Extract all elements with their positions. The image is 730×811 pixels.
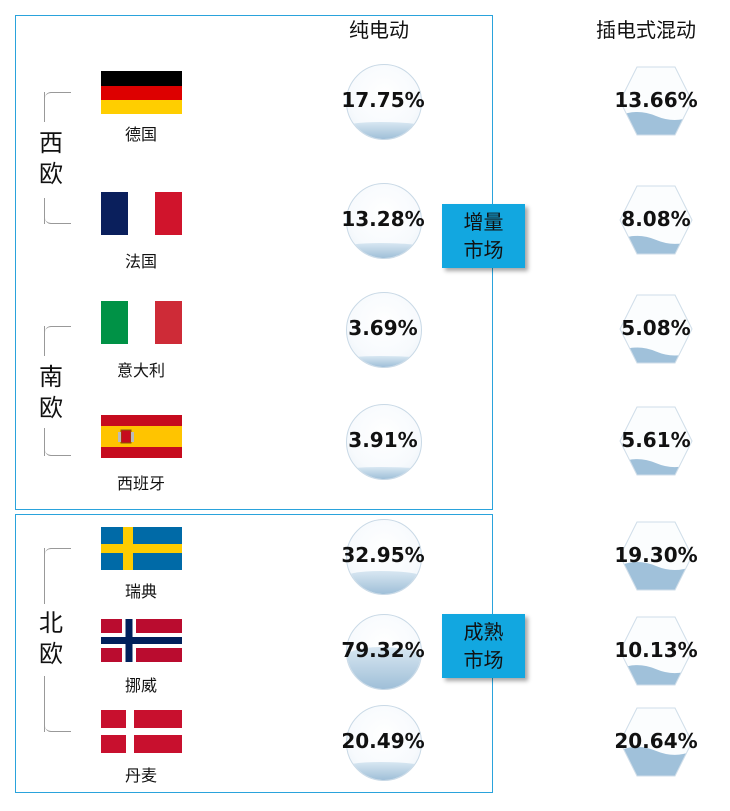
bev-value-label: 3.91% — [348, 428, 418, 452]
flag-italy-icon — [101, 301, 182, 344]
region-bracket-west-top — [44, 92, 71, 122]
header-phev: 插电式混动 — [596, 18, 696, 42]
country-label: 西班牙 — [116, 474, 165, 493]
flag-norway-icon — [101, 619, 182, 662]
country-label: 意大利 — [116, 361, 165, 380]
flag-sweden-icon — [101, 527, 182, 570]
header-bev: 纯电动 — [349, 18, 409, 42]
phev-value-label: 5.61% — [621, 428, 691, 452]
flag-denmark-icon — [101, 710, 182, 753]
bev-bubble — [346, 404, 422, 480]
region-bracket-north-bottom — [44, 676, 71, 732]
bev-bubble — [346, 705, 422, 781]
phev-hexagon — [619, 406, 693, 476]
country-label: 法国 — [124, 252, 157, 271]
phev-value-label: 8.08% — [621, 207, 691, 231]
bev-value-label: 79.32% — [341, 638, 425, 662]
bev-value-label: 3.69% — [348, 316, 418, 340]
country-label: 丹麦 — [124, 766, 157, 785]
flag-spain-icon — [101, 415, 182, 458]
bev-value-label: 32.95% — [341, 543, 425, 567]
market-tag-incremental: 增量 市场 — [442, 204, 525, 268]
bev-bubble — [346, 292, 422, 368]
flag-france-icon — [101, 192, 182, 235]
phev-hexagon — [619, 66, 693, 136]
region-bracket-south-bottom — [44, 428, 71, 456]
bev-bubble — [346, 183, 422, 259]
bev-value-label: 20.49% — [341, 729, 425, 753]
bev-value-label: 13.28% — [341, 207, 425, 231]
country-label: 瑞典 — [124, 582, 157, 601]
phev-value-label: 13.66% — [614, 88, 698, 112]
country-label: 德国 — [124, 125, 157, 144]
phev-value-label: 19.30% — [614, 543, 698, 567]
region-label-south: 南欧 — [39, 363, 63, 422]
phev-value-label: 10.13% — [614, 638, 698, 662]
country-label: 挪威 — [124, 676, 157, 695]
region-bracket-north-top — [44, 548, 71, 604]
bev-bubble — [346, 614, 422, 690]
region-bracket-south-top — [44, 326, 71, 356]
phev-hexagon — [619, 294, 693, 364]
region-label-west: 西欧 — [39, 129, 63, 188]
phev-hexagon — [619, 185, 693, 255]
region-label-north: 北欧 — [39, 609, 63, 668]
phev-hexagon — [619, 707, 693, 777]
phev-value-label: 5.08% — [621, 316, 691, 340]
bev-value-label: 17.75% — [341, 88, 425, 112]
phev-hexagon — [619, 521, 693, 591]
region-bracket-west-bottom — [44, 198, 71, 224]
phev-hexagon — [619, 616, 693, 686]
bev-bubble — [346, 64, 422, 140]
bev-bubble — [346, 519, 422, 595]
flag-germany-icon — [101, 71, 182, 114]
market-tag-mature: 成熟 市场 — [442, 614, 525, 678]
phev-value-label: 20.64% — [614, 729, 698, 753]
